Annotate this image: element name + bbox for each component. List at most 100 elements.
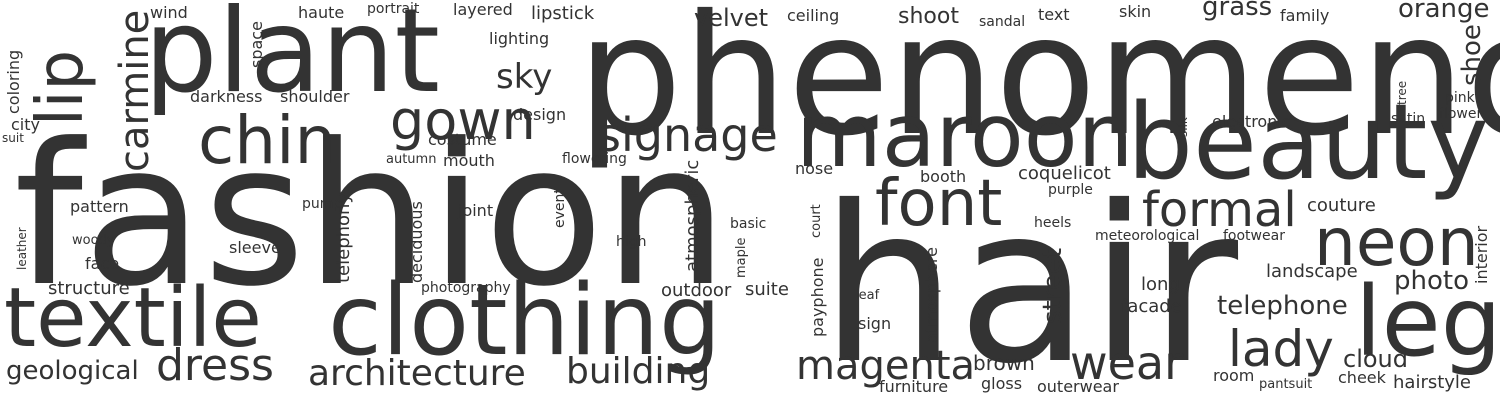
word-plant: plant [144, 0, 440, 119]
word-high: high [616, 234, 647, 250]
word-deciduous: deciduous [407, 201, 426, 283]
word-magenta: magenta [796, 343, 976, 389]
word-pattern: pattern [70, 197, 129, 216]
word-sleeve: sleeve [229, 238, 281, 257]
word-lady: lady [1228, 320, 1334, 378]
word-brown: brown [973, 351, 1035, 375]
word-outerwear: outerwear [1037, 377, 1119, 396]
word-phenomenon: phenomenon [577, 0, 1500, 173]
word-coloring: coloring [4, 49, 23, 114]
word-neon: neon [1314, 204, 1479, 281]
word-suit: suit [2, 131, 24, 145]
word-mouth: mouth [443, 151, 495, 170]
word-meteorological: meteorological [1095, 228, 1200, 244]
word-coquelicot: coquelicot [1018, 163, 1111, 184]
word-haute: haute [298, 3, 345, 22]
word-building: building [566, 351, 711, 392]
word-satin: satin [1391, 111, 1426, 127]
word-space: space [247, 21, 266, 68]
word-flower: flower [1439, 106, 1483, 122]
word-couture: couture [1307, 195, 1376, 216]
word-cloud: cloud [1343, 345, 1408, 373]
word-sandal: sandal [979, 14, 1026, 30]
word-pink: pink [1445, 90, 1475, 106]
word-fashion: fashion [14, 102, 729, 330]
word-outdoor: outdoor [661, 280, 732, 301]
word-atmospheric: atmospheric [682, 159, 703, 272]
word-lighting: lighting [489, 29, 550, 48]
word-suite: suite [745, 279, 789, 300]
word-velvet: velvet [694, 4, 769, 32]
word-leaf: leaf [855, 288, 880, 303]
word-text: text [1038, 5, 1070, 24]
word-leg: leg [1355, 266, 1500, 378]
word-shoot: shoot [898, 4, 959, 29]
word-lipstick: lipstick [531, 3, 595, 24]
word-facade: facade [1121, 296, 1182, 317]
word-tree: tree [1395, 80, 1409, 105]
word-sky: sky [496, 57, 553, 97]
word-font: font [875, 167, 1003, 241]
word-structure: structure [48, 278, 130, 299]
word-cheek: cheek [1338, 368, 1386, 387]
word-electronic: electronic [1212, 112, 1291, 131]
word-wind: wind [150, 3, 188, 22]
word-ceiling: ceiling [787, 6, 840, 25]
word-woody: woody [72, 233, 115, 248]
word-joint: joint [458, 201, 494, 220]
word-silk: silk [1176, 117, 1190, 137]
word-design: design [513, 105, 567, 124]
word-pantsuit: pantsuit [1259, 377, 1313, 392]
word-payphone: payphone [808, 257, 827, 338]
word-face: face [85, 254, 120, 273]
word-pump: pump [302, 196, 343, 212]
word-basic: basic [730, 216, 767, 232]
word-orange: orange [1398, 0, 1490, 24]
word-beauty: beauty [1127, 81, 1489, 203]
word-city: city [11, 115, 40, 134]
word-booth: booth [920, 167, 967, 186]
word-portrait: portrait [367, 1, 420, 17]
word-shoe: shoe [1457, 24, 1487, 86]
word-interior: interior [1472, 225, 1491, 284]
word-purple: purple [1048, 182, 1093, 198]
word-carmine: carmine [112, 9, 158, 172]
word-autumn: autumn [386, 152, 437, 167]
word-architecture: architecture [308, 353, 526, 394]
word-maple: maple [734, 237, 749, 279]
word-telephone: telephone [1217, 291, 1348, 321]
word-gown: gown [390, 89, 536, 152]
word-clothing: clothing [328, 264, 722, 378]
word-grass: grass [1202, 0, 1273, 22]
word-maroon: maroon [796, 84, 1134, 187]
word-shoulder: shoulder [280, 87, 350, 106]
word-formal: formal [1142, 182, 1297, 238]
word-landscape: landscape [1266, 261, 1358, 282]
word-nose: nose [795, 159, 834, 178]
word-signage: signage [597, 108, 778, 162]
word-geological: geological [6, 356, 139, 386]
word-long: long [1141, 274, 1180, 295]
word-costume: costume [428, 130, 497, 149]
word-event: event [552, 188, 568, 228]
word-court: court [809, 204, 824, 238]
word-chin: chin [198, 102, 337, 179]
word-footwear: footwear [1223, 228, 1285, 244]
word-heels: heels [1034, 215, 1072, 231]
word-atmosphere: atmosphere [922, 247, 941, 343]
word-darkness: darkness [190, 87, 263, 106]
word-sign: sign [858, 314, 892, 333]
word-skin: skin [1119, 2, 1152, 21]
word-hairstyle: hairstyle [1393, 372, 1472, 393]
word-room: room [1213, 366, 1255, 385]
word-photography: photography [421, 280, 511, 296]
word-photo: photo [1394, 266, 1469, 296]
word-textile: textile [4, 271, 262, 366]
word-flowering: flowering [562, 151, 627, 167]
word-wear: wear [1070, 336, 1184, 390]
word-leather: leather [15, 227, 29, 270]
word-layered: layered [453, 0, 513, 19]
word-furniture: furniture [879, 377, 949, 396]
word-street: street [1038, 247, 1068, 324]
